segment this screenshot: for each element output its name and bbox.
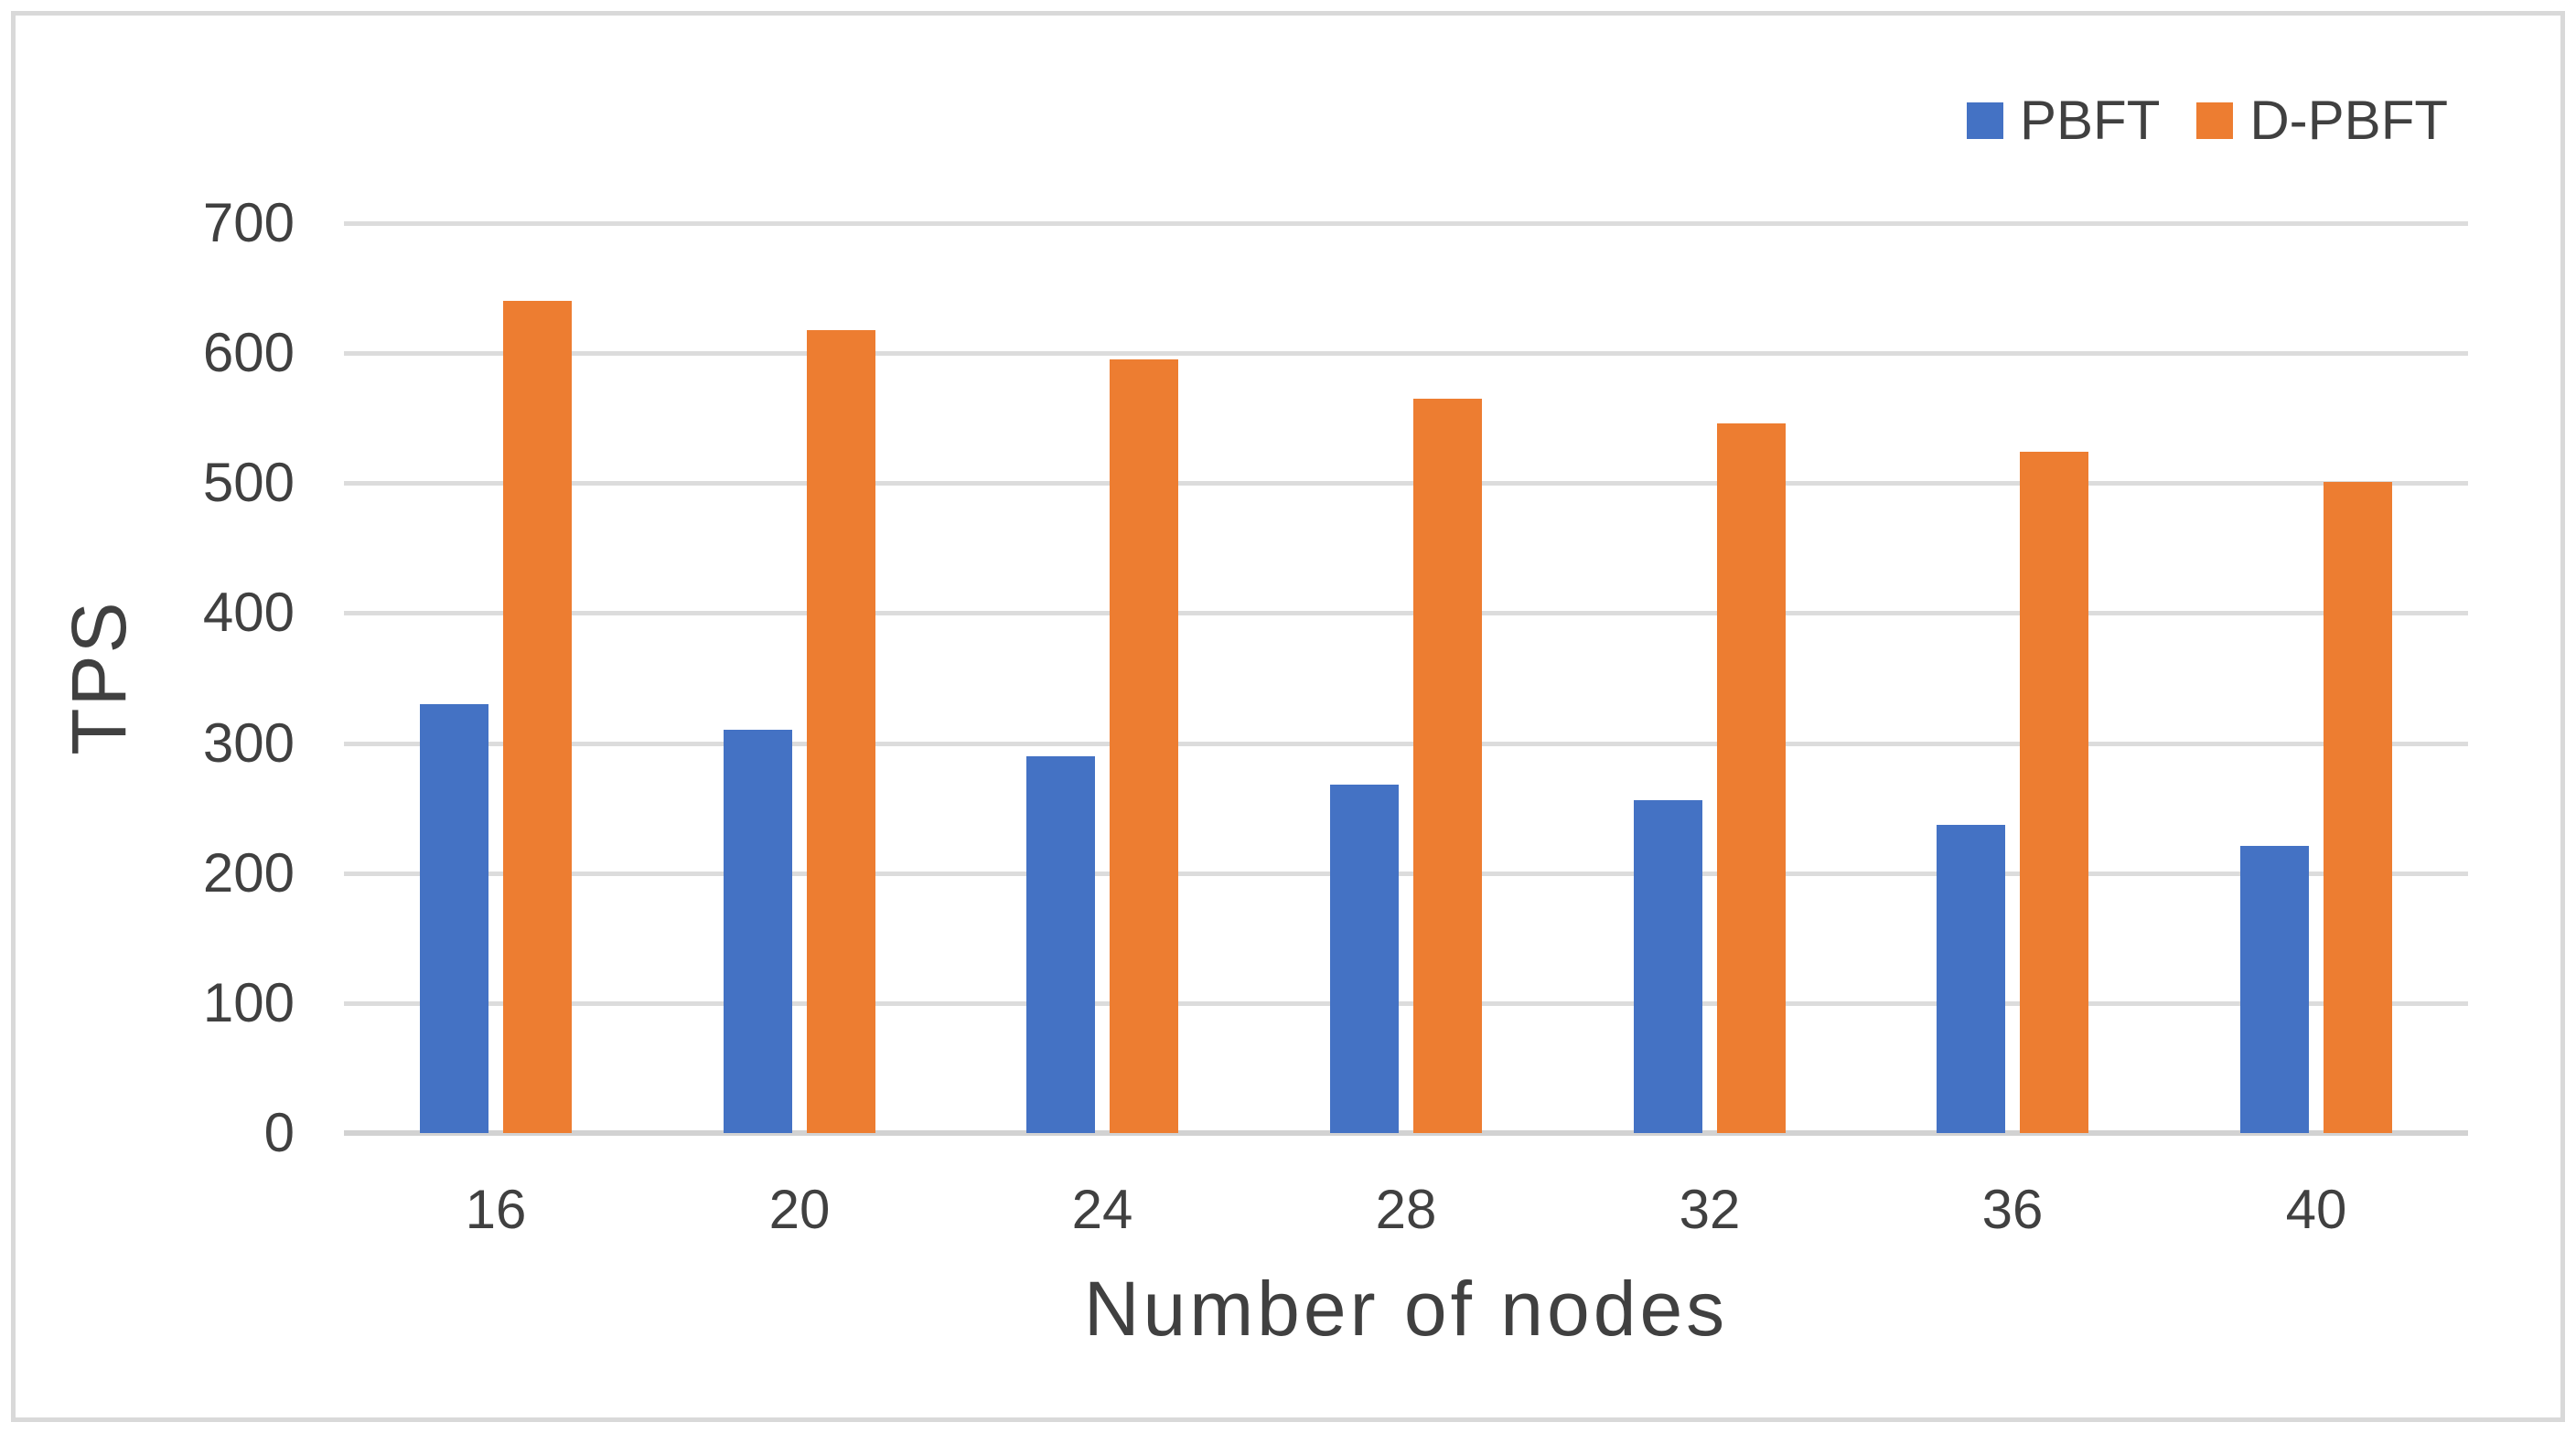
x-axis-line bbox=[344, 1130, 2468, 1136]
gridline-500 bbox=[344, 481, 2468, 487]
bar-pbft-36 bbox=[1937, 825, 2005, 1133]
legend-swatch-dpbft-icon bbox=[2196, 102, 2234, 139]
bar-dpbft-20 bbox=[807, 330, 875, 1133]
x-tick-label-16: 16 bbox=[465, 1179, 527, 1240]
chart-border bbox=[11, 11, 2565, 1422]
x-axis-title: Number of nodes bbox=[1083, 1266, 1729, 1352]
legend: PBFT D-PBFT bbox=[1967, 91, 2448, 150]
y-tick-label-700: 700 bbox=[202, 192, 295, 253]
bar-pbft-28 bbox=[1330, 785, 1399, 1133]
bar-dpbft-32 bbox=[1717, 423, 1786, 1133]
bar-dpbft-28 bbox=[1413, 399, 1482, 1133]
bar-pbft-32 bbox=[1634, 800, 1702, 1133]
legend-swatch-pbft-icon bbox=[1967, 102, 2003, 139]
x-tick-label-20: 20 bbox=[768, 1179, 831, 1240]
x-tick-label-36: 36 bbox=[1981, 1179, 2044, 1240]
x-tick-label-28: 28 bbox=[1375, 1179, 1437, 1240]
x-tick-label-32: 32 bbox=[1679, 1179, 1741, 1240]
y-tick-label-0: 0 bbox=[263, 1102, 295, 1163]
bar-dpbft-24 bbox=[1110, 359, 1178, 1133]
gridline-200 bbox=[344, 871, 2468, 876]
y-tick-label-100: 100 bbox=[202, 971, 295, 1033]
y-tick-label-600: 600 bbox=[202, 322, 295, 384]
gridline-300 bbox=[344, 741, 2468, 746]
bar-dpbft-16 bbox=[503, 301, 572, 1133]
y-tick-label-300: 300 bbox=[202, 711, 295, 774]
gridline-400 bbox=[344, 611, 2468, 616]
gridline-100 bbox=[344, 1000, 2468, 1006]
gridline-600 bbox=[344, 351, 2468, 357]
bar-pbft-16 bbox=[420, 704, 488, 1133]
bar-dpbft-36 bbox=[2020, 452, 2088, 1133]
bar-dpbft-40 bbox=[2324, 482, 2392, 1133]
legend-item-pbft: PBFT bbox=[1967, 91, 2160, 150]
plot-area bbox=[344, 221, 2468, 1136]
legend-item-dpbft: D-PBFT bbox=[2196, 91, 2448, 150]
x-tick-label-24: 24 bbox=[1071, 1179, 1133, 1240]
x-tick-label-40: 40 bbox=[2285, 1179, 2347, 1240]
y-tick-label-400: 400 bbox=[202, 582, 295, 644]
bar-pbft-20 bbox=[724, 730, 792, 1133]
bar-pbft-24 bbox=[1026, 756, 1095, 1133]
y-tick-label-500: 500 bbox=[202, 452, 295, 514]
legend-label-dpbft: D-PBFT bbox=[2249, 90, 2448, 151]
bar-pbft-40 bbox=[2240, 846, 2309, 1133]
legend-label-pbft: PBFT bbox=[2020, 90, 2161, 151]
gridline-700 bbox=[344, 221, 2468, 226]
y-tick-label-200: 200 bbox=[202, 841, 295, 904]
